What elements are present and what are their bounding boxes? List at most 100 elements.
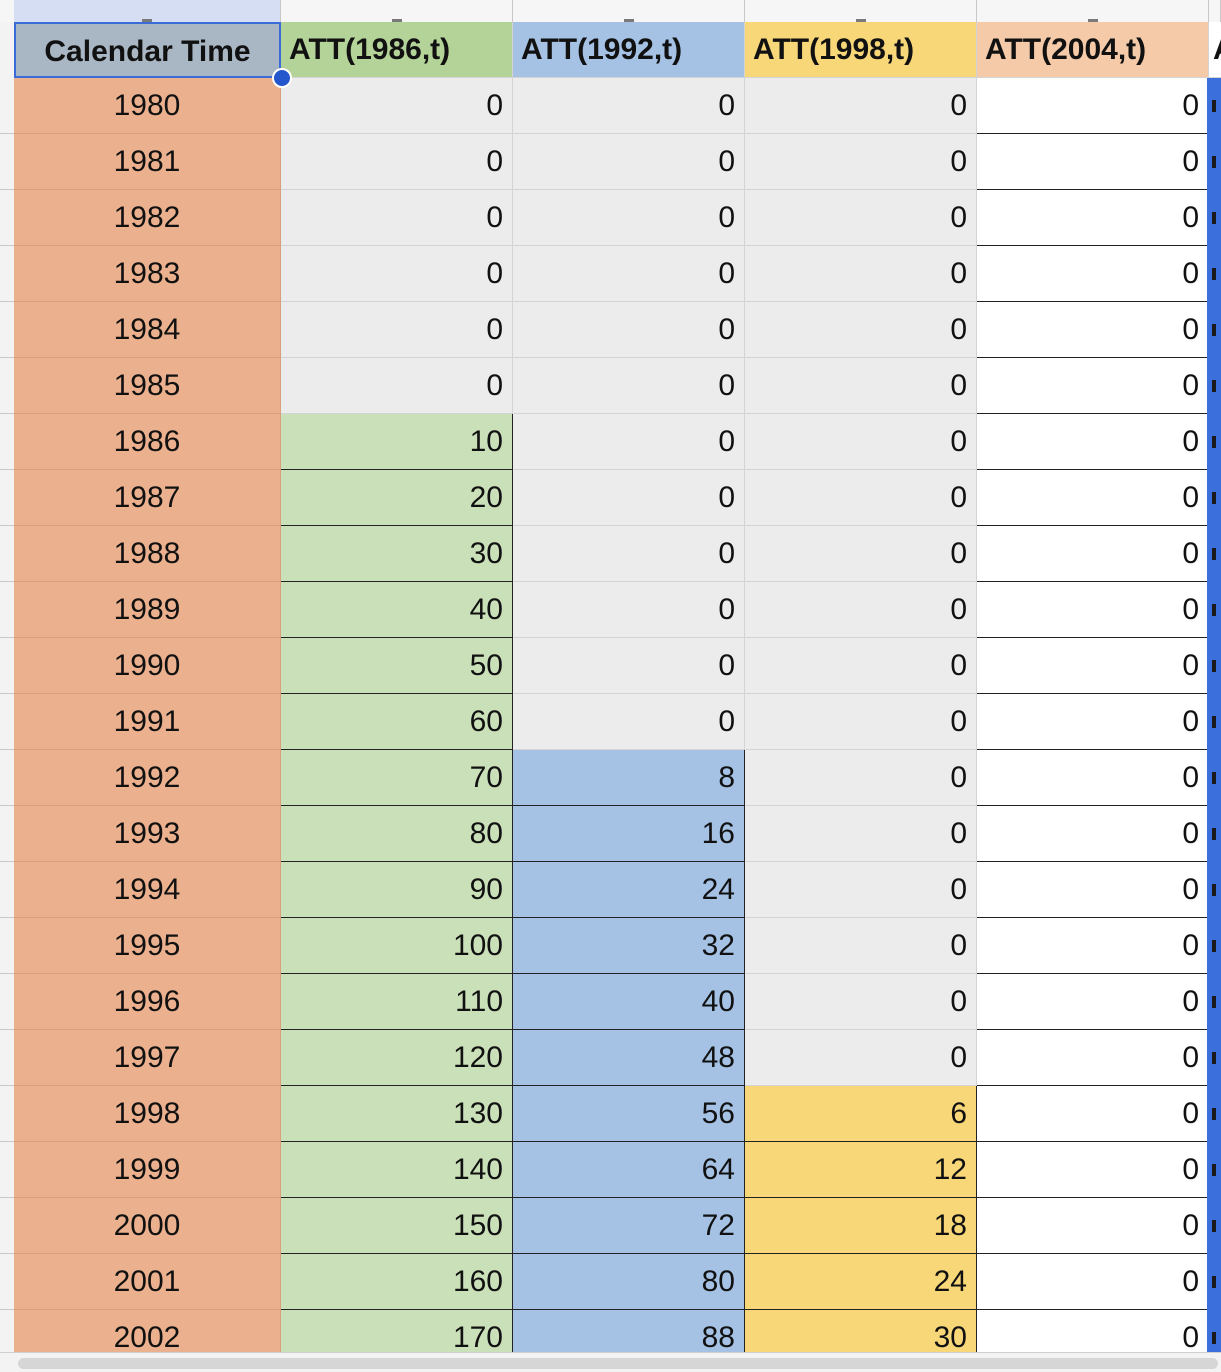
att-e-cell[interactable]: 0 bbox=[977, 1198, 1209, 1254]
calendar-year-cell[interactable]: 1990 bbox=[14, 638, 281, 694]
att-d-cell[interactable]: 0 bbox=[745, 302, 977, 358]
att-d-cell[interactable]: 0 bbox=[745, 750, 977, 806]
att-b-cell[interactable]: 90 bbox=[281, 862, 513, 918]
att-d-cell[interactable]: 0 bbox=[745, 526, 977, 582]
att-c-cell[interactable]: 0 bbox=[513, 302, 745, 358]
header-att-1986[interactable]: ATT(1986,t) bbox=[281, 22, 513, 78]
header-att-2004[interactable]: ATT(2004,t) bbox=[977, 22, 1209, 78]
att-c-cell[interactable]: 24 bbox=[513, 862, 745, 918]
att-d-cell[interactable]: 18 bbox=[745, 1198, 977, 1254]
calendar-year-cell[interactable]: 1995 bbox=[14, 918, 281, 974]
att-d-cell[interactable]: 0 bbox=[745, 806, 977, 862]
header-att-1992[interactable]: ATT(1992,t) bbox=[513, 22, 745, 78]
att-c-cell[interactable]: 0 bbox=[513, 246, 745, 302]
calendar-year-cell[interactable]: 1981 bbox=[14, 134, 281, 190]
att-b-cell[interactable]: 70 bbox=[281, 750, 513, 806]
att-d-cell[interactable]: 0 bbox=[745, 974, 977, 1030]
calendar-year-cell[interactable]: 1997 bbox=[14, 1030, 281, 1086]
calendar-year-cell[interactable]: 1991 bbox=[14, 694, 281, 750]
calendar-year-cell[interactable]: 1992 bbox=[14, 750, 281, 806]
att-e-cell[interactable]: 0 bbox=[977, 582, 1209, 638]
att-c-cell[interactable]: 0 bbox=[513, 414, 745, 470]
calendar-year-cell[interactable]: 1984 bbox=[14, 302, 281, 358]
att-e-cell[interactable]: 0 bbox=[977, 414, 1209, 470]
att-b-cell[interactable]: 0 bbox=[281, 358, 513, 414]
header-calendar-time[interactable]: Calendar Time bbox=[14, 22, 281, 78]
att-e-cell[interactable]: 0 bbox=[977, 358, 1209, 414]
att-c-cell[interactable]: 0 bbox=[513, 526, 745, 582]
att-c-cell[interactable]: 0 bbox=[513, 358, 745, 414]
header-next-column[interactable]: A bbox=[1209, 22, 1221, 78]
att-b-cell[interactable]: 20 bbox=[281, 470, 513, 526]
calendar-year-cell[interactable]: 1996 bbox=[14, 974, 281, 1030]
att-e-cell[interactable]: 0 bbox=[977, 638, 1209, 694]
att-d-cell[interactable]: 0 bbox=[745, 918, 977, 974]
att-b-cell[interactable]: 0 bbox=[281, 246, 513, 302]
selected-column-edge[interactable] bbox=[1207, 78, 1221, 1352]
calendar-year-cell[interactable]: 1980 bbox=[14, 78, 281, 134]
att-c-cell[interactable]: 8 bbox=[513, 750, 745, 806]
att-e-cell[interactable]: 0 bbox=[977, 134, 1209, 190]
att-b-cell[interactable]: 160 bbox=[281, 1254, 513, 1310]
calendar-year-cell[interactable]: 1989 bbox=[14, 582, 281, 638]
att-d-cell[interactable]: 0 bbox=[745, 246, 977, 302]
column-header-a[interactable] bbox=[14, 0, 281, 22]
att-d-cell[interactable]: 0 bbox=[745, 358, 977, 414]
calendar-year-cell[interactable]: 1985 bbox=[14, 358, 281, 414]
calendar-year-cell[interactable]: 1993 bbox=[14, 806, 281, 862]
att-e-cell[interactable]: 0 bbox=[977, 1086, 1209, 1142]
column-header-e[interactable] bbox=[977, 0, 1209, 22]
att-b-cell[interactable]: 120 bbox=[281, 1030, 513, 1086]
att-d-cell[interactable]: 0 bbox=[745, 638, 977, 694]
att-c-cell[interactable]: 56 bbox=[513, 1086, 745, 1142]
att-b-cell[interactable]: 60 bbox=[281, 694, 513, 750]
att-e-cell[interactable]: 0 bbox=[977, 974, 1209, 1030]
att-b-cell[interactable]: 0 bbox=[281, 302, 513, 358]
att-d-cell[interactable]: 6 bbox=[745, 1086, 977, 1142]
att-c-cell[interactable]: 40 bbox=[513, 974, 745, 1030]
att-b-cell[interactable]: 30 bbox=[281, 526, 513, 582]
column-header-b[interactable] bbox=[281, 0, 513, 22]
att-b-cell[interactable]: 40 bbox=[281, 582, 513, 638]
att-e-cell[interactable]: 0 bbox=[977, 1254, 1209, 1310]
calendar-year-cell[interactable]: 1983 bbox=[14, 246, 281, 302]
calendar-year-cell[interactable]: 1982 bbox=[14, 190, 281, 246]
calendar-year-cell[interactable]: 1999 bbox=[14, 1142, 281, 1198]
att-b-cell[interactable]: 50 bbox=[281, 638, 513, 694]
att-e-cell[interactable]: 0 bbox=[977, 190, 1209, 246]
att-b-cell[interactable]: 0 bbox=[281, 134, 513, 190]
att-e-cell[interactable]: 0 bbox=[977, 470, 1209, 526]
att-d-cell[interactable]: 12 bbox=[745, 1142, 977, 1198]
calendar-year-cell[interactable]: 1988 bbox=[14, 526, 281, 582]
att-d-cell[interactable]: 0 bbox=[745, 134, 977, 190]
selection-handle[interactable] bbox=[272, 68, 292, 88]
att-c-cell[interactable]: 16 bbox=[513, 806, 745, 862]
att-e-cell[interactable]: 0 bbox=[977, 526, 1209, 582]
att-c-cell[interactable]: 64 bbox=[513, 1142, 745, 1198]
scrollbar-thumb[interactable] bbox=[18, 1358, 1218, 1369]
att-d-cell[interactable]: 0 bbox=[745, 470, 977, 526]
att-c-cell[interactable]: 72 bbox=[513, 1198, 745, 1254]
att-d-cell[interactable]: 0 bbox=[745, 1030, 977, 1086]
column-header-c[interactable] bbox=[513, 0, 745, 22]
calendar-year-cell[interactable]: 1986 bbox=[14, 414, 281, 470]
att-b-cell[interactable]: 80 bbox=[281, 806, 513, 862]
att-c-cell[interactable]: 32 bbox=[513, 918, 745, 974]
att-d-cell[interactable]: 0 bbox=[745, 414, 977, 470]
att-d-cell[interactable]: 0 bbox=[745, 190, 977, 246]
calendar-year-cell[interactable]: 1994 bbox=[14, 862, 281, 918]
att-d-cell[interactable]: 0 bbox=[745, 582, 977, 638]
att-c-cell[interactable]: 0 bbox=[513, 582, 745, 638]
att-b-cell[interactable]: 0 bbox=[281, 190, 513, 246]
calendar-year-cell[interactable]: 1998 bbox=[14, 1086, 281, 1142]
att-b-cell[interactable]: 130 bbox=[281, 1086, 513, 1142]
att-b-cell[interactable]: 140 bbox=[281, 1142, 513, 1198]
header-att-1998[interactable]: ATT(1998,t) bbox=[745, 22, 977, 78]
att-e-cell[interactable]: 0 bbox=[977, 1030, 1209, 1086]
att-e-cell[interactable]: 0 bbox=[977, 806, 1209, 862]
att-b-cell[interactable]: 110 bbox=[281, 974, 513, 1030]
att-c-cell[interactable]: 0 bbox=[513, 78, 745, 134]
att-e-cell[interactable]: 0 bbox=[977, 918, 1209, 974]
horizontal-scrollbar[interactable] bbox=[0, 1352, 1221, 1372]
calendar-year-cell[interactable]: 2001 bbox=[14, 1254, 281, 1310]
